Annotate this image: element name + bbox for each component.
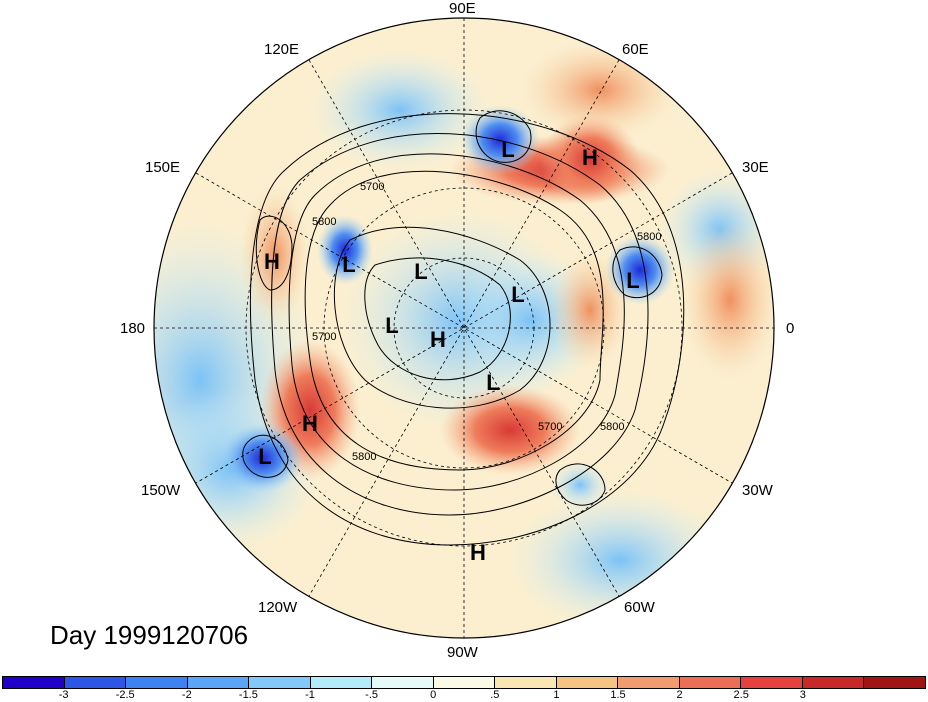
colorbar-tick-label: -2 xyxy=(181,689,192,701)
pressure-center-label: L xyxy=(342,252,356,277)
contour-label: 5800 xyxy=(600,421,624,433)
contour-label: 5700 xyxy=(312,331,336,343)
colorbar-tick-label: .5 xyxy=(490,689,500,701)
colorbar-segment xyxy=(64,677,127,688)
pressure-center-label: H xyxy=(582,145,598,170)
pressure-center-label: L xyxy=(385,313,399,338)
contour-labels: 5700 5800 5800 5700 5800 5700 5800 xyxy=(312,181,661,463)
colorbar-segment xyxy=(310,677,373,688)
pressure-center-label: L xyxy=(511,282,525,307)
colorbar-segment xyxy=(495,677,557,688)
pressure-center-label: L xyxy=(626,268,640,293)
contour-label: 5700 xyxy=(360,181,384,193)
colorbar-segment xyxy=(802,677,865,688)
colorbar-segment xyxy=(433,677,496,688)
contour-label: 5800 xyxy=(312,216,336,228)
colorbar-tick-label: -.5 xyxy=(365,689,379,701)
colorbar-segment xyxy=(372,677,434,688)
colorbar-segment xyxy=(187,677,250,688)
lon-label-60e: 60E xyxy=(622,41,649,58)
colorbar-tick-label: 0 xyxy=(430,689,437,701)
pressure-center-label: L xyxy=(258,444,272,469)
colorbar-segment xyxy=(741,677,803,688)
colorbar-tick-label: 2 xyxy=(676,689,683,701)
lon-label-90w: 90W xyxy=(447,644,478,661)
colorbar-tick-label: -3 xyxy=(58,689,69,701)
pressure-center-label: L xyxy=(414,259,428,284)
lon-label-150e: 150E xyxy=(145,159,181,176)
lon-label-0: 0 xyxy=(786,320,795,337)
pressure-center-label: H xyxy=(470,540,486,565)
map-boundary xyxy=(153,17,775,639)
colorbar xyxy=(2,676,926,689)
pressure-center-label: L xyxy=(501,137,515,162)
colorbar-segment xyxy=(618,677,680,688)
graticule xyxy=(154,18,774,638)
lon-label-180: 180 xyxy=(120,320,146,337)
pressure-center-label: L xyxy=(486,370,500,395)
contour-label: 5700 xyxy=(538,421,562,433)
lon-label-120e: 120E xyxy=(264,41,300,58)
colorbar-tick-label: -1.5 xyxy=(238,689,258,701)
lon-label-90e: 90E xyxy=(449,0,476,17)
contour-label: 5800 xyxy=(352,451,376,463)
colorbar-segment xyxy=(249,677,311,688)
height-contours xyxy=(242,110,685,546)
colorbar-tick-label: 2.5 xyxy=(733,689,749,701)
lon-label-120w: 120W xyxy=(258,599,298,616)
pressure-center-label: H xyxy=(302,411,318,436)
colorbar-tick-label: 3 xyxy=(799,689,806,701)
lon-label-30e: 30E xyxy=(742,159,769,176)
colorbar-tick-label: 1 xyxy=(553,689,560,701)
colorbar-segment xyxy=(864,677,925,688)
pressure-center-label: H xyxy=(264,249,280,274)
lon-label-30w: 30W xyxy=(742,482,773,499)
colorbar-segment xyxy=(679,677,742,688)
pressure-center-label: H xyxy=(430,327,446,352)
map-title: Day 1999120706 xyxy=(50,620,249,650)
colorbar-tick-label: 1.5 xyxy=(610,689,626,701)
colorbar-segment xyxy=(556,677,619,688)
lon-label-150w: 150W xyxy=(141,482,181,499)
colorbar-tick-label: -1 xyxy=(305,689,315,701)
colorbar-segment xyxy=(126,677,188,688)
colorbar-tick-label: -2.5 xyxy=(115,689,135,701)
colorbar-segment xyxy=(3,677,65,688)
lon-label-60w: 60W xyxy=(624,599,655,616)
contour-label: 5800 xyxy=(637,231,661,243)
